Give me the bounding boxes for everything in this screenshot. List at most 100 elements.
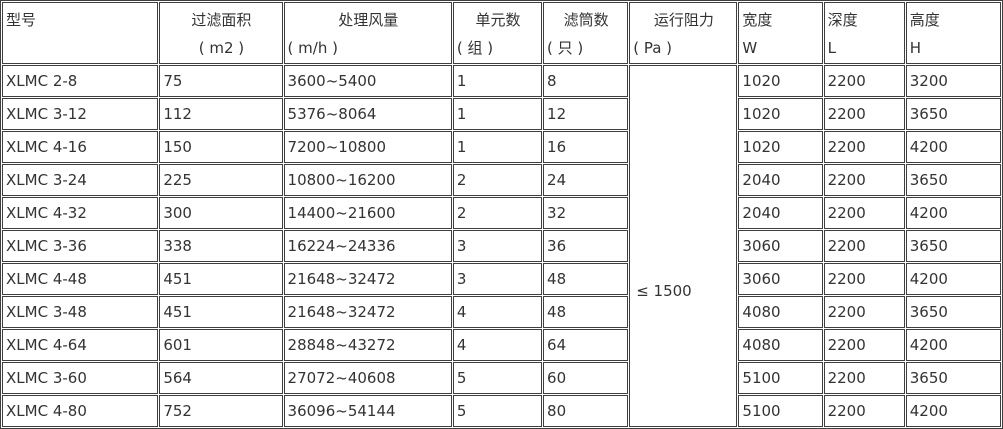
cell-model: XLMC 4-16 [2,131,159,163]
cell-filter-area: 150 [159,131,283,163]
col-header-resistance-label: 运行阻力 [653,11,714,29]
cell-height: 3650 [905,296,1001,328]
cell-unit-count: 2 [452,164,543,196]
cell-filter-area: 564 [159,362,283,394]
col-header-filter-area: 过滤面积 ( m2 ) [159,2,283,64]
cell-depth: 2200 [823,131,905,163]
col-header-depth: 深度 L [823,2,905,64]
cell-model: XLMC 4-48 [2,263,159,295]
cell-height: 4200 [905,329,1001,361]
cell-unit-count: 1 [452,131,543,163]
cell-filter-area: 451 [159,263,283,295]
cell-air-volume: 5376~8064 [283,98,452,130]
cell-width: 5100 [738,362,823,394]
cell-filter-area: 112 [159,98,283,130]
cell-height: 4200 [905,395,1001,427]
col-header-model-unit [6,37,155,59]
col-header-model: 型号 [2,2,159,64]
col-header-air-volume-unit: ( m/h ) [287,39,338,57]
cell-model: XLMC 2-8 [2,65,159,97]
cell-height: 4200 [905,131,1001,163]
cell-height: 3650 [905,230,1001,262]
table-row: XLMC 4-32 300 14400~21600 2 32 2040 2200… [2,197,1001,229]
table-row: XLMC 4-80 752 36096~54144 5 80 5100 2200… [2,395,1001,427]
table-row: XLMC 3-48 451 21648~32472 4 48 4080 2200… [2,296,1001,328]
cell-unit-count: 4 [452,296,543,328]
table-row: XLMC 2-8 75 3600~5400 1 8 ≤ 1500 1020 22… [2,65,1001,427]
cell-air-volume: 28848~43272 [283,329,452,361]
cell-cartridge-count: 64 [543,329,629,361]
cell-air-volume: 7200~10800 [283,131,452,163]
cell-unit-count: 5 [452,395,543,427]
cell-height: 3650 [905,362,1001,394]
cell-depth: 2200 [823,296,905,328]
cell-filter-area: 601 [159,329,283,361]
cell-width: 1020 [738,65,823,97]
cell-cartridge-count: 16 [543,131,629,163]
cell-depth: 2200 [823,329,905,361]
cell-filter-area: 752 [159,395,283,427]
cell-model: XLMC 3-48 [2,296,159,328]
cell-cartridge-count: 32 [543,197,629,229]
cell-depth: 2200 [823,197,905,229]
cell-filter-area: 225 [159,164,283,196]
table-row: XLMC 4-48 451 21648~32472 3 48 3060 2200… [2,263,1001,295]
cell-width: 4080 [738,296,823,328]
col-header-width-label: 宽度 [742,11,773,29]
cell-unit-count: 4 [452,329,543,361]
cell-height: 4200 [905,263,1001,295]
cell-air-volume: 16224~24336 [283,230,452,262]
cell-width: 3060 [738,263,823,295]
cell-air-volume: 21648~32472 [283,296,452,328]
cell-cartridge-count: 48 [543,296,629,328]
col-header-resistance: 运行阻力 ( Pa ) [629,2,738,64]
cell-air-volume: 27072~40608 [283,362,452,394]
cell-cartridge-count: 48 [543,263,629,295]
cell-unit-count: 1 [452,98,543,130]
cell-cartridge-count: 80 [543,395,629,427]
cell-cartridge-count: 60 [543,362,629,394]
cell-cartridge-count: 8 [543,65,629,97]
cell-filter-area: 338 [159,230,283,262]
cell-unit-count: 2 [452,197,543,229]
col-header-resistance-unit: ( Pa ) [633,39,673,57]
cell-width: 3060 [738,230,823,262]
cell-cartridge-count: 12 [543,98,629,130]
cell-model: XLMC 3-12 [2,98,159,130]
cell-width: 1020 [738,131,823,163]
cell-unit-count: 3 [452,230,543,262]
col-header-filter-area-label: 过滤面积 [191,11,252,29]
cell-width: 5100 [738,395,823,427]
cell-height: 3650 [905,164,1001,196]
col-header-depth-unit: L [827,39,836,57]
cell-model: XLMC 4-80 [2,395,159,427]
col-header-air-volume: 处理风量 ( m/h ) [283,2,452,64]
cell-filter-area: 300 [159,197,283,229]
table-row: XLMC 3-12 112 5376~8064 1 12 1020 2200 3… [2,98,1001,130]
col-header-height-unit: H [909,39,922,57]
header-row: 型号 过滤面积 ( m2 ) 处理风量 ( m/h ) 单元数 ( 组 ) 滤筒… [2,2,1001,64]
cell-model: XLMC 3-60 [2,362,159,394]
col-header-unit-count-unit: ( 组 ) [456,39,494,57]
col-header-model-label: 型号 [6,11,37,29]
table-row: XLMC 3-36 338 16224~24336 3 36 3060 2200… [2,230,1001,262]
cell-height: 3650 [905,98,1001,130]
cell-width: 2040 [738,197,823,229]
table-row: XLMC 3-60 564 27072~40608 5 60 5100 2200… [2,362,1001,394]
cell-resistance-merged: ≤ 1500 [629,65,738,427]
cell-model: XLMC 3-24 [2,164,159,196]
table-row: XLMC 4-16 150 7200~10800 1 16 1020 2200 … [2,131,1001,163]
cell-air-volume: 14400~21600 [283,197,452,229]
cell-depth: 2200 [823,230,905,262]
cell-air-volume: 36096~54144 [283,395,452,427]
cell-model: XLMC 4-32 [2,197,159,229]
col-header-height-label: 高度 [909,11,940,29]
cell-cartridge-count: 36 [543,230,629,262]
cell-air-volume: 10800~16200 [283,164,452,196]
cell-depth: 2200 [823,395,905,427]
cell-depth: 2200 [823,362,905,394]
col-header-filter-area-unit: ( m2 ) [198,39,245,57]
col-header-height: 高度 H [905,2,1001,64]
col-header-cartridge-count-unit: ( 只 ) [547,39,584,57]
